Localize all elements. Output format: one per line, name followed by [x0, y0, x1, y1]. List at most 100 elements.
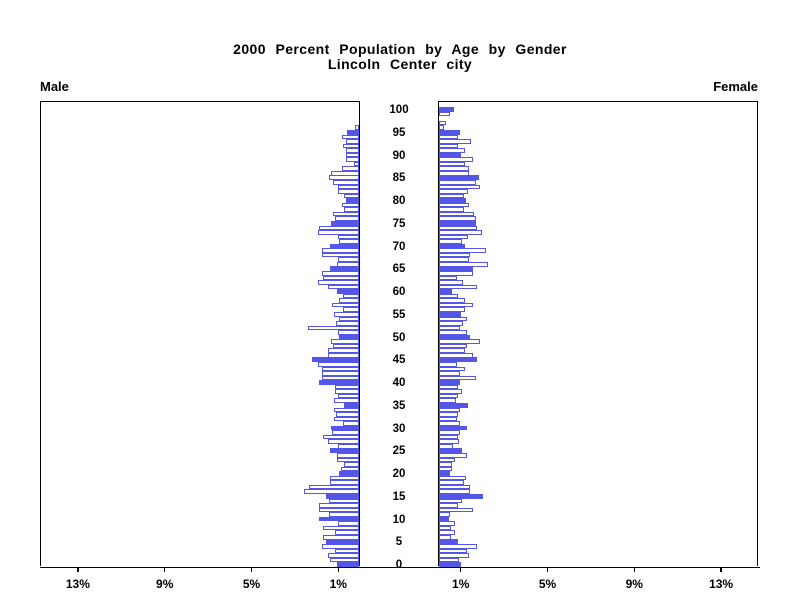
female-bar: [439, 225, 478, 231]
female-bar: [439, 402, 468, 408]
age-axis-label: 5: [395, 536, 403, 549]
male-bar: [337, 457, 359, 463]
age-axis-label: 100: [389, 104, 409, 116]
male-bar: [343, 193, 359, 199]
male-bar: [340, 466, 359, 472]
male-bar: [329, 475, 359, 481]
female-bar: [439, 343, 468, 349]
age-axis-label: 60: [392, 286, 406, 298]
male-bar: [322, 271, 359, 276]
male-bar: [334, 311, 359, 317]
male-bar: [322, 366, 359, 372]
male-bar: [327, 553, 359, 558]
female-bar: [439, 293, 459, 299]
age-axis-label: 80: [392, 195, 406, 207]
male-bar: [329, 243, 359, 249]
male-bar: [308, 325, 359, 331]
male-bar: [337, 261, 359, 267]
female-bar: [439, 325, 461, 331]
female-bar: [439, 193, 464, 199]
male-bar: [323, 525, 359, 531]
male-bar: [337, 562, 359, 567]
female-bar: [439, 252, 471, 258]
female-bar: [439, 539, 458, 545]
female-bar: [439, 507, 474, 513]
male-bar: [338, 393, 359, 399]
female-bar: [439, 557, 460, 563]
age-axis-label: 30: [392, 422, 406, 435]
female-bar: [439, 384, 458, 390]
male-panel: [40, 101, 360, 567]
male-bar: [336, 412, 359, 417]
male-bar: [332, 211, 359, 217]
female-bar: [439, 412, 458, 417]
percent-axis-tick-label: 13%: [709, 577, 734, 591]
age-axis-label: 90: [392, 149, 406, 162]
female-bar: [439, 339, 481, 344]
age-axis-label: 35: [392, 399, 406, 412]
male-bar: [338, 298, 359, 303]
female-bar: [439, 125, 444, 131]
male-panel-label: Male: [40, 79, 69, 94]
male-bar: [338, 189, 359, 194]
male-bar: [329, 557, 359, 563]
male-bar: [326, 493, 359, 499]
male-bar: [309, 484, 359, 490]
female-bar: [439, 544, 477, 549]
female-bar: [439, 475, 466, 481]
male-bar: [353, 161, 359, 167]
female-bar: [439, 439, 459, 444]
male-bar: [339, 471, 359, 476]
male-bar: [327, 352, 359, 358]
female-bar: [439, 152, 461, 158]
female-bar: [439, 184, 480, 190]
age-axis-label: 55: [392, 308, 406, 321]
female-bar: [439, 316, 468, 322]
male-bar: [318, 503, 359, 508]
male-bar: [335, 216, 359, 221]
male-bar: [335, 548, 359, 554]
female-bar: [439, 139, 471, 144]
female-bar: [439, 189, 468, 194]
male-bar: [343, 207, 359, 212]
female-bar: [439, 234, 468, 240]
male-bar: [312, 357, 359, 363]
female-bar: [439, 284, 478, 290]
male-bar: [343, 293, 359, 299]
male-bar: [345, 148, 359, 153]
female-bar: [439, 493, 484, 499]
male-bar: [327, 439, 359, 444]
female-bar: [439, 462, 453, 467]
age-axis-label: 45: [392, 354, 406, 367]
female-bar: [439, 211, 475, 217]
male-bar: [335, 389, 359, 394]
female-bar: [439, 457, 456, 463]
percent-axis-tick-label: 9%: [156, 577, 174, 591]
female-bar: [439, 530, 456, 535]
male-bar: [339, 316, 359, 322]
female-bar: [439, 371, 461, 376]
age-axis-label: 15: [392, 490, 406, 503]
male-bar: [342, 421, 359, 426]
age-axis-label: 25: [392, 445, 406, 458]
percent-axis-tick-label: 5%: [538, 577, 557, 591]
percent-axis-tick-label: 1%: [452, 577, 470, 591]
female-panel: [438, 101, 758, 567]
male-bar: [329, 266, 359, 272]
age-axis-label: 50: [392, 331, 406, 344]
female-bar: [439, 534, 451, 540]
female-bar: [439, 248, 486, 253]
male-bar: [354, 125, 359, 131]
male-bar: [332, 180, 359, 185]
percent-axis-tick: [163, 568, 166, 572]
female-panel-label: Female: [713, 79, 758, 94]
percent-axis-tick-label: 9%: [625, 577, 643, 591]
female-bar: [439, 321, 464, 326]
male-bar: [330, 339, 359, 344]
male-bar: [338, 521, 359, 526]
female-bar: [439, 471, 450, 476]
female-bar: [439, 220, 476, 226]
horizontal-axis-line: [40, 566, 760, 568]
male-bar: [345, 152, 359, 158]
female-bar: [439, 239, 462, 244]
